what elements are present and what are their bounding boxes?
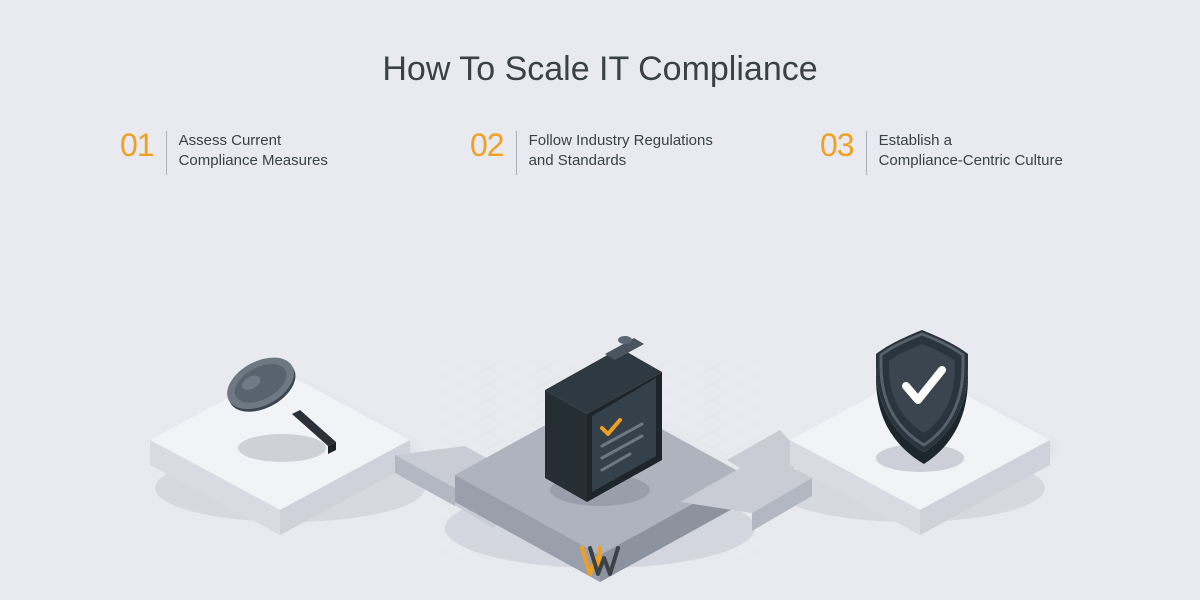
step-divider [166,131,167,175]
step-divider [866,131,867,175]
step-3: 03 Establish aCompliance-Centric Culture [820,129,1080,175]
steps-row: 01 Assess CurrentCompliance Measures 02 … [0,89,1200,175]
step-divider [516,131,517,175]
step-1-label: Assess CurrentCompliance Measures [179,129,328,172]
step-1: 01 Assess CurrentCompliance Measures [120,129,380,175]
step-2-number: 02 [470,129,504,161]
step-2: 02 Follow Industry Regulationsand Standa… [470,129,730,175]
step-2-label: Follow Industry Regulationsand Standards [529,129,713,172]
page-title: How To Scale IT Compliance [0,0,1200,89]
shield-icon [876,330,968,472]
brand-logo [580,546,620,578]
step-1-number: 01 [120,129,154,161]
step-3-number: 03 [820,129,854,161]
step-3-label: Establish aCompliance-Centric Culture [879,129,1063,172]
